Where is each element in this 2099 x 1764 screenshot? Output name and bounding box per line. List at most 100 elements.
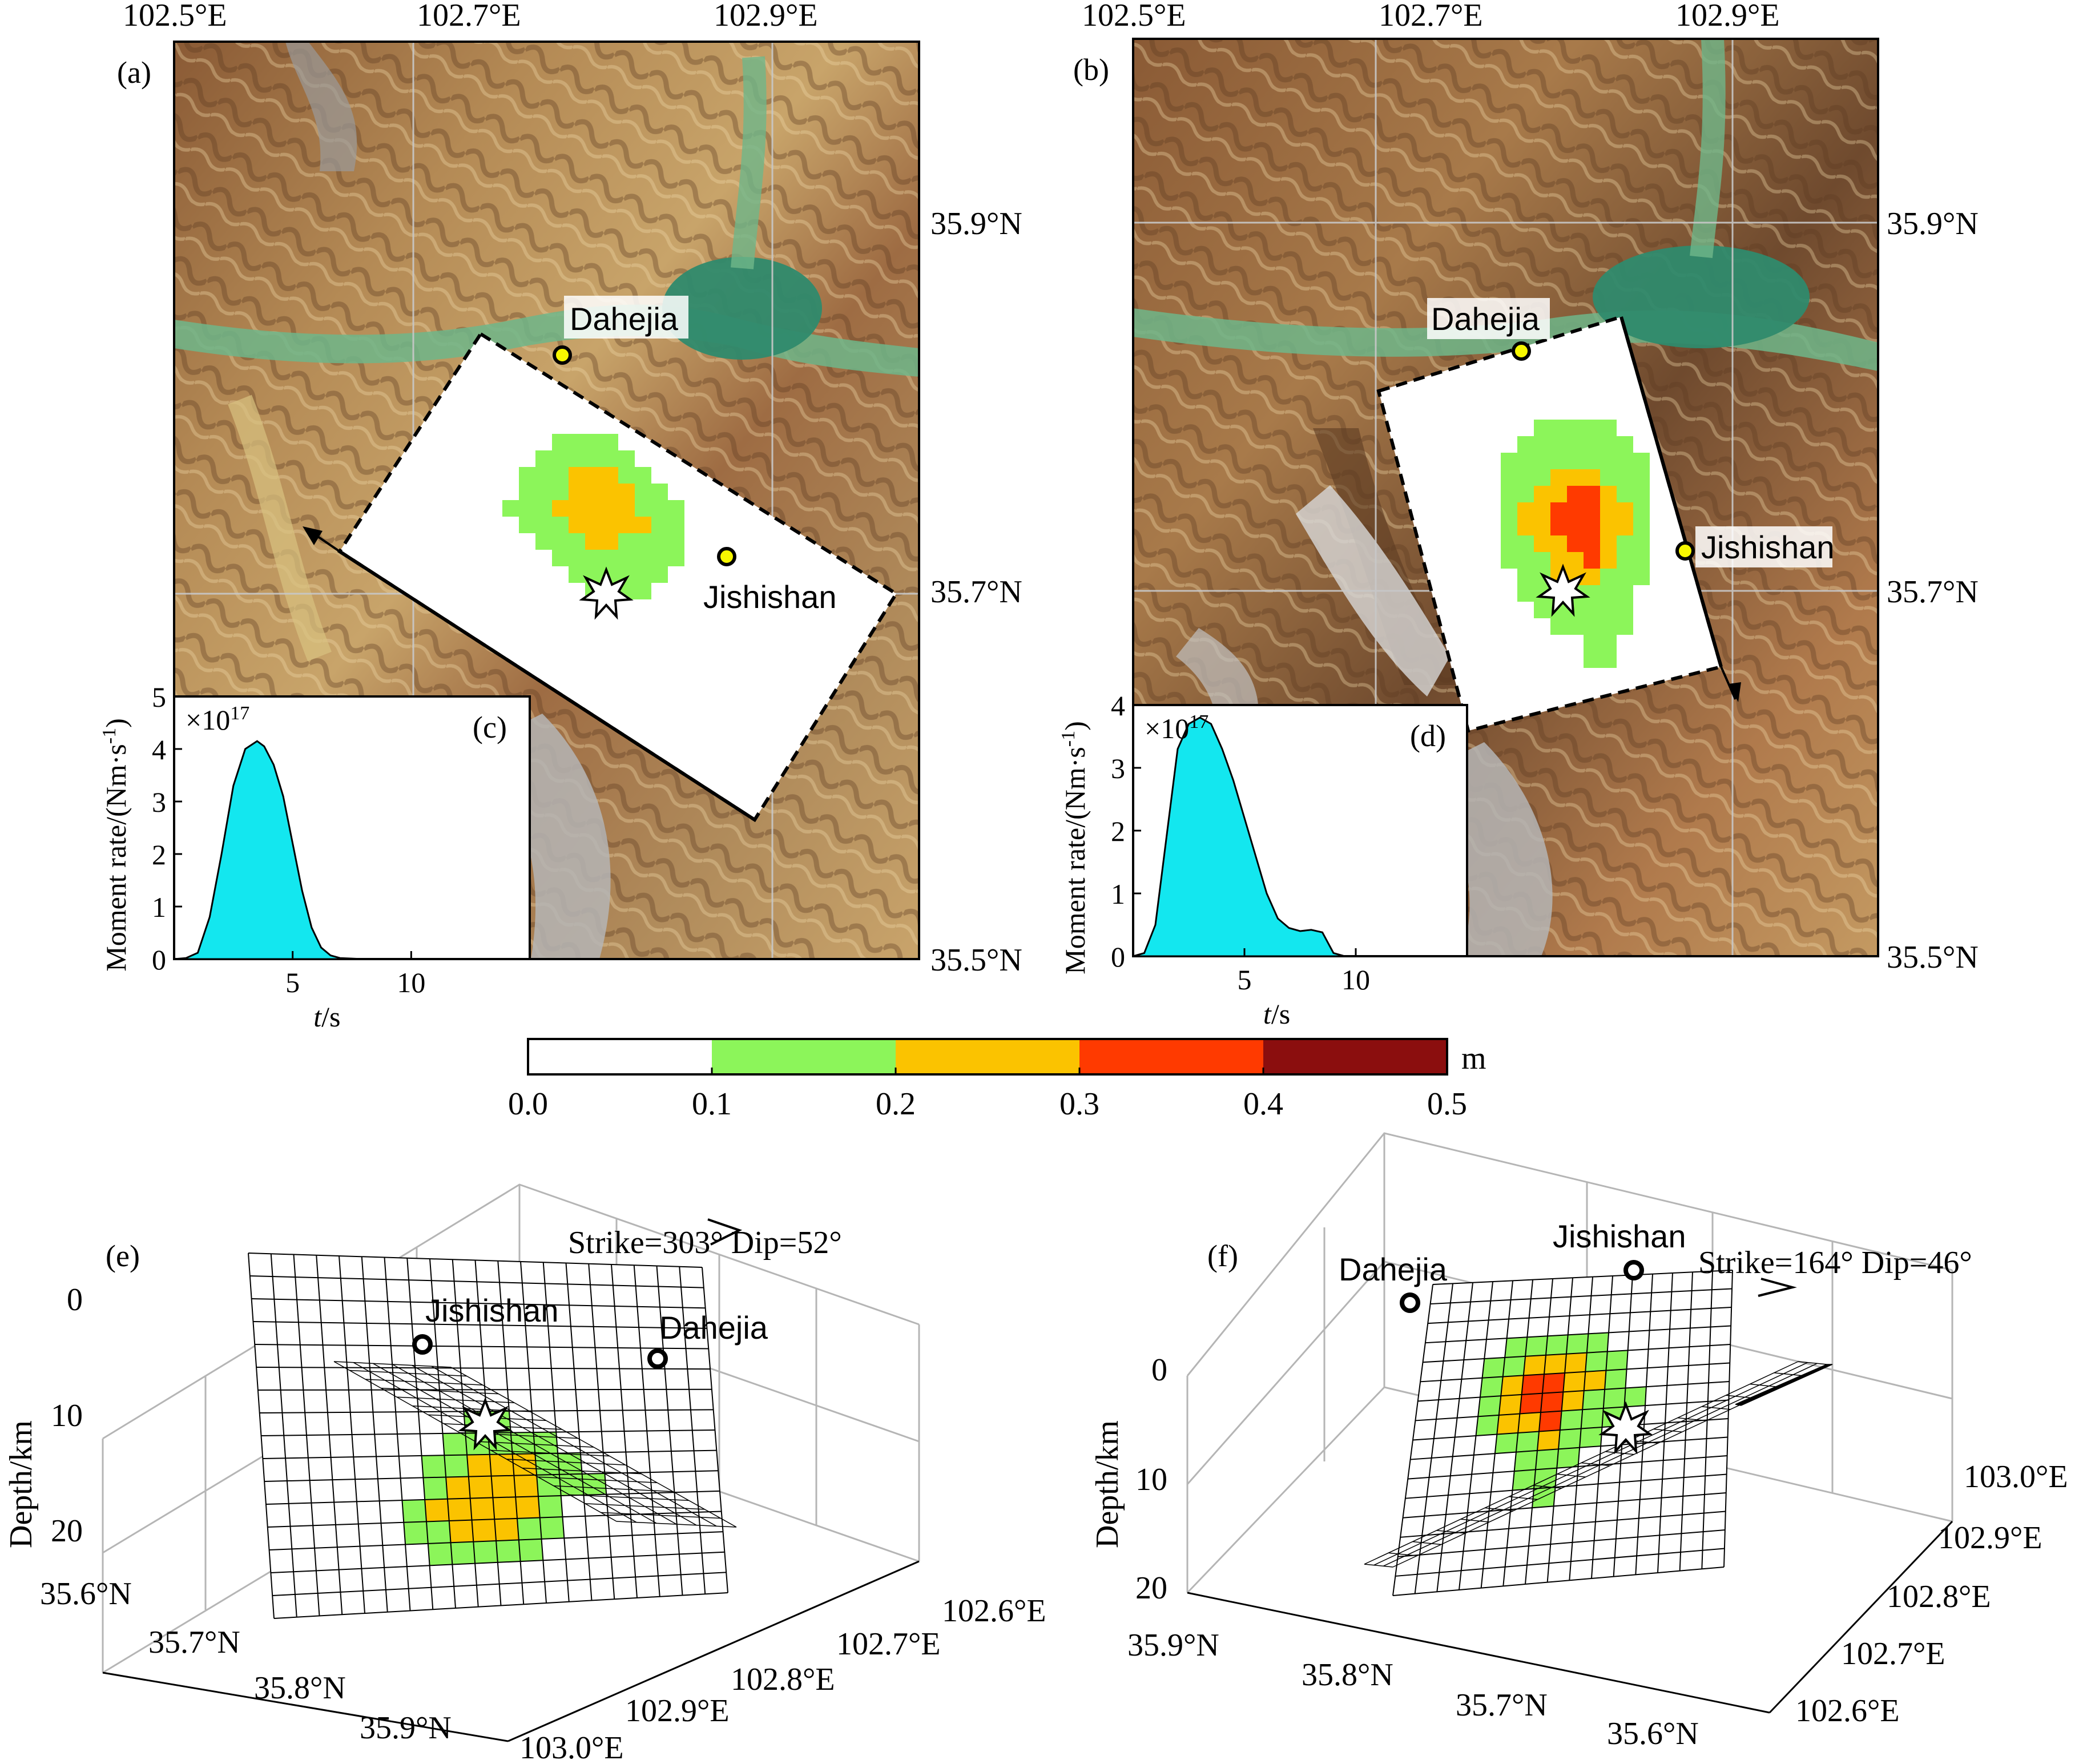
slip-cell: [1566, 1334, 1589, 1354]
slip-cell: [1600, 436, 1617, 453]
depth-tick-e-0: 0: [67, 1282, 83, 1318]
slip-cell: [1617, 436, 1633, 453]
slip-cell: [1633, 519, 1650, 535]
slip-cell: [473, 1541, 498, 1564]
slip-cell: [1494, 1433, 1518, 1454]
grid-line: [255, 1344, 709, 1350]
slip-cell: [1558, 1428, 1581, 1449]
slip-cell: [602, 484, 618, 500]
station-jishishan-e: [412, 1334, 433, 1355]
oblique-mesh-line: [506, 1459, 626, 1465]
slip-cell: [602, 467, 618, 484]
slip-cell: [535, 467, 552, 484]
slip-cell: [1534, 552, 1550, 569]
lon-tick-e-3: 102.8°E: [731, 1662, 835, 1697]
grid-line: [1408, 1455, 1727, 1480]
strike-line-f: [1758, 1278, 1797, 1297]
slip-cell: [1560, 1409, 1583, 1430]
station-dahejia-a: [553, 345, 572, 365]
slip-cell: [450, 1541, 476, 1565]
slip-cell: [1505, 1337, 1528, 1358]
x-tick-label-c: 10: [397, 966, 425, 998]
colorbar: 0.0 0.1 0.2 0.3 0.4 0.5 m: [508, 1038, 1486, 1122]
slip-cell: [1550, 552, 1567, 569]
epicenter-star-b: [1536, 563, 1590, 617]
grid-line: [272, 1572, 727, 1596]
ylabel-d: Moment rate/(Nm·s-1): [1058, 721, 1091, 974]
slip-cell: [1586, 1332, 1609, 1353]
slip-cell: [517, 1517, 542, 1540]
epicenter-star-a: [579, 566, 634, 620]
lat-tick-e-1: 35.6°N: [40, 1576, 132, 1612]
town-label-dahejia-e: Dahejia: [659, 1310, 768, 1346]
slip-cell: [1567, 469, 1584, 486]
slip-cell: [402, 1499, 426, 1523]
slip-cell: [1534, 602, 1550, 618]
slip-cell: [515, 1496, 540, 1519]
slip-cell: [447, 1498, 472, 1521]
slip-cell: [1550, 535, 1567, 552]
slip-cell: [569, 550, 585, 566]
depth-tick-f-10: 10: [1135, 1462, 1167, 1497]
y-tick-label-d: 0: [1111, 941, 1125, 973]
grid-line: [249, 1275, 704, 1288]
colorbar-tick-label: 0.5: [1427, 1086, 1467, 1122]
slip-cell: [635, 550, 651, 566]
depth-tick-f-20: 20: [1135, 1570, 1167, 1606]
slip-cell: [1546, 1335, 1568, 1355]
depth-tick-f-0: 0: [1151, 1352, 1167, 1388]
slip-cell: [1501, 535, 1517, 552]
slip-cell: [1517, 486, 1534, 502]
slip-cell: [1600, 486, 1617, 502]
slip-cell: [668, 500, 684, 517]
slip-cell: [535, 500, 552, 517]
grid-line: [271, 1551, 725, 1573]
lat-tick-e-4: 35.9°N: [360, 1710, 452, 1746]
grid-line: [264, 1470, 719, 1482]
panel-b-label: (b): [1073, 53, 1109, 87]
slip-cell: [1534, 436, 1550, 453]
slip-cell: [538, 1495, 563, 1518]
slip-cell: [1534, 420, 1550, 436]
lon-tick-b-3: 102.9°E: [1675, 0, 1780, 33]
town-label-dahejia-a: Dahejia: [570, 301, 679, 337]
grid-line: [1392, 1566, 1725, 1596]
grid-line: [1395, 1548, 1725, 1577]
oblique-mesh-line: [1436, 1530, 1465, 1534]
x-tick-label-d: 5: [1238, 964, 1252, 996]
grid-line: [256, 1367, 711, 1370]
slip-cell: [512, 1453, 537, 1476]
grid-line: [269, 1531, 723, 1550]
slip-cell: [1541, 1392, 1564, 1413]
epicenter-star-f: [1598, 1401, 1653, 1455]
slip-cell: [1567, 502, 1584, 519]
slip-cell: [1617, 469, 1633, 486]
slip-cell: [618, 550, 635, 566]
panel-f-3d: (f) Strike=164° Dip=46° Dahejia Jishisha…: [1090, 1132, 2068, 1751]
x-tick-label-d: 10: [1341, 964, 1370, 996]
town-label-jishishan-f: Jishishan: [1553, 1218, 1686, 1254]
slip-cell: [1603, 1388, 1626, 1408]
slip-cell: [496, 1540, 521, 1562]
lat-tick-f-3: 35.7°N: [1456, 1688, 1548, 1723]
slip-cell: [1600, 618, 1617, 635]
slip-cell: [1516, 1431, 1539, 1452]
colorbar-tick-label: 0.0: [508, 1086, 548, 1122]
slip-cell: [602, 500, 618, 517]
slip-cell: [1600, 651, 1617, 668]
slip-cell: [444, 1455, 469, 1477]
grid-line: [248, 1252, 703, 1268]
grid-line: [1423, 1344, 1731, 1363]
oblique-mesh-line: [1741, 1364, 1833, 1406]
ylabel-c: Moment rate/(Nm·s-1): [99, 718, 132, 972]
lon-tick-f-3: 102.8°E: [1887, 1579, 1991, 1614]
slip-cell: [493, 1497, 517, 1520]
slip-cell: [635, 484, 651, 500]
slip-patch-b: [1501, 420, 1650, 668]
slip-cell: [1512, 1469, 1536, 1491]
slip-cell: [1534, 535, 1550, 552]
slip-cell: [602, 450, 618, 467]
lat-tick-e-2: 35.7°N: [148, 1625, 240, 1660]
lat-tick-f-2: 35.8°N: [1302, 1657, 1393, 1693]
